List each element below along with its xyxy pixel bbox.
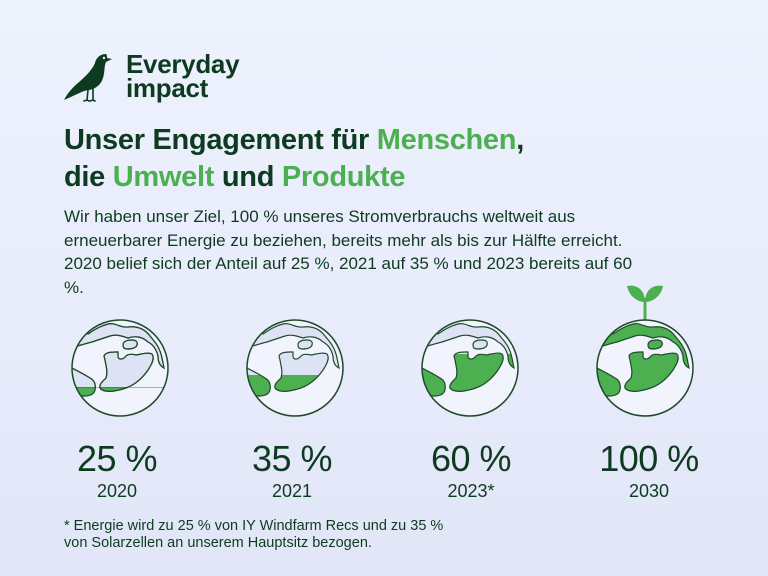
brand-line-1: Everyday bbox=[126, 49, 240, 79]
stat-percent: 100 % bbox=[599, 438, 699, 479]
stat-2020: 25 % 2020 bbox=[42, 440, 192, 502]
brand-name: Everyday impact bbox=[126, 49, 240, 103]
globe-2030 bbox=[595, 280, 695, 420]
footnote: * Energie wird zu 25 % von IY Windfarm R… bbox=[64, 518, 443, 552]
stat-percent: 35 % bbox=[251, 438, 333, 479]
stat-percent: 25 % bbox=[76, 438, 158, 479]
title-line-1: Unser Engagement für Menschen, bbox=[64, 122, 524, 159]
brand-line-2: impact bbox=[126, 73, 209, 103]
stat-2021: 35 % 2021 bbox=[217, 440, 367, 502]
footnote-line-2: von Solarzellen an unserem Hauptsitz bez… bbox=[64, 535, 372, 551]
page-title: Unser Engagement für Menschen, die Umwel… bbox=[64, 122, 524, 196]
globe-2021 bbox=[245, 318, 345, 418]
title-highlight-umwelt: Umwelt bbox=[112, 161, 215, 193]
brand-logo: Everyday impact bbox=[62, 49, 240, 104]
globe-icon bbox=[71, 319, 169, 417]
globe-2020 bbox=[70, 318, 170, 418]
title-highlight-menschen: Menschen bbox=[376, 124, 517, 156]
footnote-line-1: * Energie wird zu 25 % von IY Windfarm R… bbox=[64, 518, 444, 534]
stat-year: 2020 bbox=[96, 481, 138, 501]
title-line-2: die Umwelt und Produkte bbox=[64, 159, 524, 196]
stat-year: 2021 bbox=[271, 481, 313, 501]
title-text: die bbox=[64, 161, 113, 193]
title-highlight-produkte: Produkte bbox=[281, 161, 406, 193]
stat-2023: 60 % 2023* bbox=[396, 440, 546, 502]
globe-2023 bbox=[420, 318, 520, 418]
stat-year: 2023* bbox=[447, 481, 495, 501]
globe-icon bbox=[246, 319, 344, 417]
globe-icon bbox=[421, 319, 519, 417]
title-text: und bbox=[214, 161, 282, 193]
intro-paragraph: Wir haben unser Ziel, 100 % unseres Stro… bbox=[64, 207, 633, 297]
globe-sprout-icon bbox=[596, 285, 694, 417]
title-text: Unser Engagement für bbox=[64, 124, 377, 156]
bird-icon bbox=[64, 54, 112, 102]
stat-year: 2030 bbox=[628, 481, 670, 501]
stat-2030: 100 % 2030 bbox=[574, 440, 724, 502]
stat-percent: 60 % bbox=[430, 438, 512, 479]
title-text: , bbox=[516, 124, 524, 156]
